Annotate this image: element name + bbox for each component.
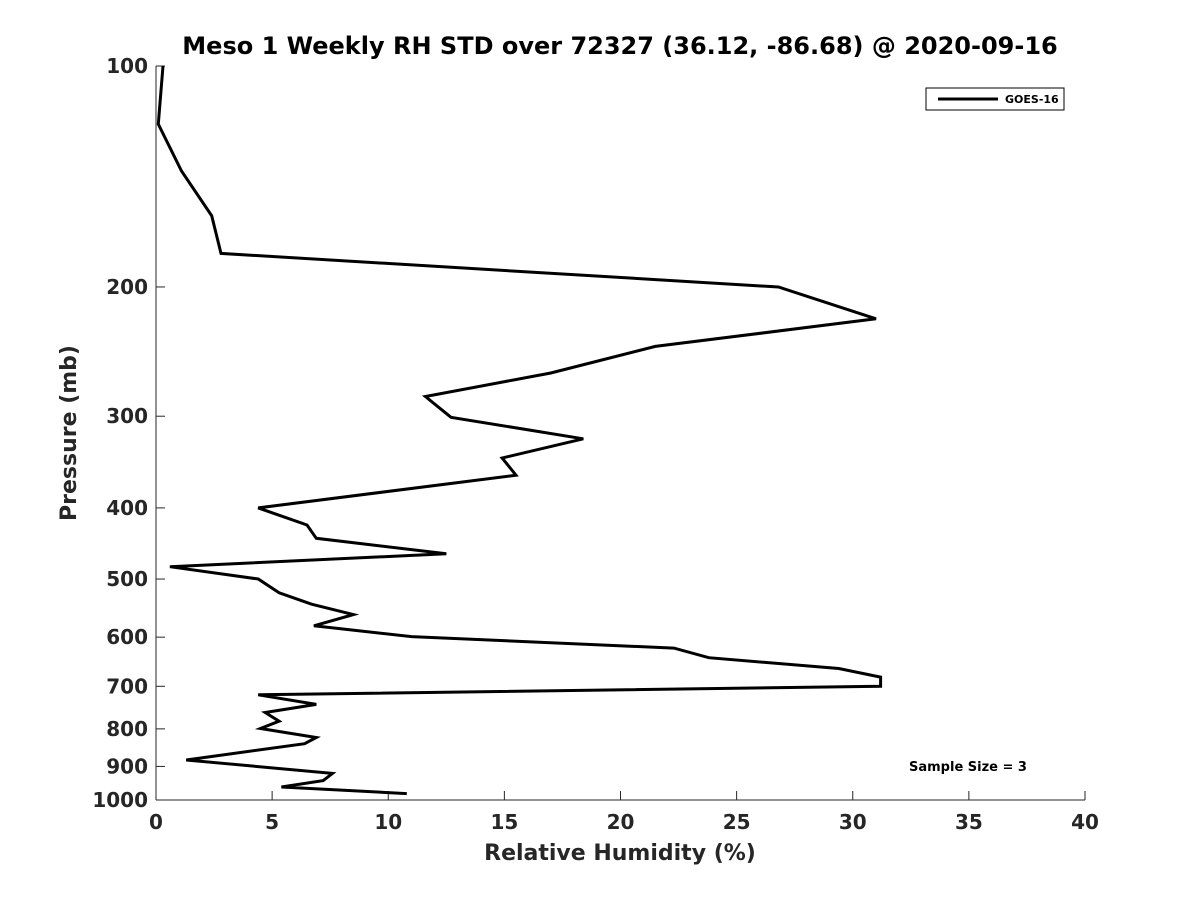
x-tick-label: 30 bbox=[839, 810, 867, 834]
legend: GOES-16 bbox=[925, 87, 1065, 111]
series-layer bbox=[156, 65, 883, 796]
y-axis: 100 200 300 400 500 600 700 800 900 1000 bbox=[92, 54, 165, 812]
y-tick-label: 900 bbox=[106, 754, 148, 778]
x-tick-label: 25 bbox=[723, 810, 751, 834]
plot-area bbox=[155, 66, 1085, 801]
y-tick-label: 800 bbox=[106, 717, 148, 741]
y-tick-label: 600 bbox=[106, 625, 148, 649]
legend-label-goes-16: GOES-16 bbox=[1005, 93, 1059, 106]
y-tick-label: 400 bbox=[106, 496, 148, 520]
x-tick-label: 10 bbox=[374, 810, 402, 834]
x-tick-label: 0 bbox=[149, 810, 163, 834]
y-tick-label: 100 bbox=[106, 54, 148, 78]
y-tick-label: 700 bbox=[106, 674, 148, 698]
y-tick-label: 1000 bbox=[92, 788, 148, 812]
x-axis-label: Relative Humidity (%) bbox=[484, 841, 756, 866]
y-tick-label: 200 bbox=[106, 275, 148, 299]
chart-title: Meso 1 Weekly RH STD over 72327 (36.12, … bbox=[182, 32, 1057, 60]
y-axis-label: Pressure (mb) bbox=[57, 345, 82, 521]
x-tick-label: 35 bbox=[955, 810, 983, 834]
sample-size-annotation: Sample Size = 3 bbox=[909, 760, 1027, 775]
y-tick-label: 300 bbox=[106, 404, 148, 428]
x-tick-label: 40 bbox=[1071, 810, 1099, 834]
series-line-goes-16 bbox=[156, 65, 883, 796]
x-tick-label: 5 bbox=[265, 810, 279, 834]
y-tick-label: 500 bbox=[106, 567, 148, 591]
x-tick-label: 20 bbox=[607, 810, 635, 834]
x-tick-label: 15 bbox=[490, 810, 518, 834]
plot-background bbox=[156, 66, 1085, 800]
x-axis: 0 5 10 15 20 25 30 35 40 bbox=[149, 791, 1099, 834]
